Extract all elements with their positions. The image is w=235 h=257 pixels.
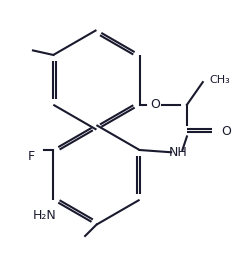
Text: H₂N: H₂N	[32, 209, 56, 222]
Text: O: O	[150, 98, 160, 111]
Text: O: O	[221, 125, 231, 138]
Text: NH: NH	[169, 146, 188, 159]
Text: F: F	[28, 150, 35, 163]
Text: CH₃: CH₃	[210, 75, 230, 85]
